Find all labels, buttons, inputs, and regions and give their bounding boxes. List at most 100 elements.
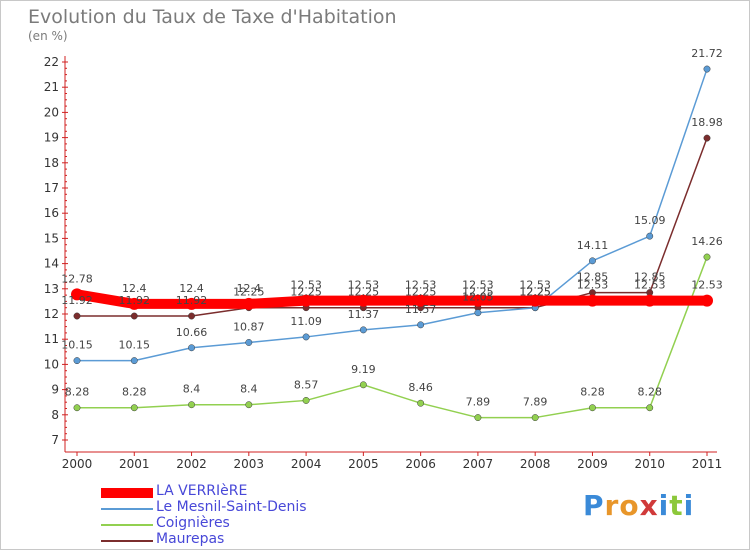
data-label-2: 8.57 bbox=[294, 378, 319, 391]
x-tick-label: 2007 bbox=[463, 457, 494, 471]
data-label-0: 12.4 bbox=[122, 282, 147, 295]
logo-letter: x bbox=[639, 489, 659, 522]
series-point-1 bbox=[73, 357, 81, 365]
series-point-0 bbox=[128, 297, 141, 310]
data-label-3: 12.25 bbox=[462, 286, 494, 299]
data-label-3: 18.98 bbox=[691, 116, 723, 129]
logo-letter: o bbox=[619, 489, 640, 522]
data-label-3: 11.92 bbox=[61, 294, 93, 307]
data-label-0: 12.53 bbox=[348, 279, 380, 292]
data-label-1: 10.15 bbox=[119, 339, 151, 352]
series-point-0 bbox=[242, 297, 255, 310]
logo-letter: i bbox=[683, 489, 695, 522]
y-tick-label: 14 bbox=[44, 257, 59, 271]
data-label-0: 12.78 bbox=[61, 272, 93, 285]
data-label-3: 11.92 bbox=[176, 294, 208, 307]
data-label-3: 12.25 bbox=[233, 286, 265, 299]
logo-letter: r bbox=[604, 489, 620, 522]
series-line-3 bbox=[76, 137, 708, 317]
legend-swatch bbox=[101, 488, 153, 498]
data-label-3: 12.85 bbox=[577, 271, 609, 284]
x-tick-label: 2003 bbox=[234, 457, 265, 471]
data-label-0: 12.53 bbox=[290, 279, 322, 292]
series-point-3 bbox=[188, 312, 195, 320]
y-tick-label: 17 bbox=[44, 181, 59, 195]
data-label-1: 10.15 bbox=[61, 339, 93, 352]
series-point-1 bbox=[646, 232, 654, 240]
data-label-2: 14.26 bbox=[691, 235, 723, 248]
data-label-3: 12.85 bbox=[634, 271, 666, 284]
data-label-1: 11.09 bbox=[290, 315, 322, 328]
series-point-1 bbox=[474, 309, 482, 317]
y-tick-label: 20 bbox=[44, 105, 59, 119]
y-tick-label: 13 bbox=[44, 282, 59, 296]
data-label-1: 12.25 bbox=[519, 286, 551, 299]
data-label-0: 12.53 bbox=[462, 279, 494, 292]
series-line-2 bbox=[76, 256, 708, 419]
data-label-2: 8.28 bbox=[65, 386, 90, 399]
y-tick-label: 18 bbox=[44, 156, 59, 170]
data-label-3: 12.25 bbox=[348, 286, 380, 299]
series-point-2 bbox=[531, 414, 539, 422]
data-label-0: 12.53 bbox=[519, 279, 551, 292]
x-tick-label: 2002 bbox=[176, 457, 207, 471]
data-label-0: 12.4 bbox=[179, 282, 204, 295]
data-label-2: 8.28 bbox=[122, 386, 147, 399]
y-tick-label: 19 bbox=[44, 131, 59, 145]
x-tick-label: 2000 bbox=[62, 457, 93, 471]
x-tick-label: 2011 bbox=[692, 457, 723, 471]
data-label-3: 12.25 bbox=[405, 286, 437, 299]
data-label-1: 10.87 bbox=[233, 320, 265, 333]
series-point-2 bbox=[245, 401, 253, 409]
legend-swatch bbox=[101, 524, 153, 526]
data-label-2: 7.89 bbox=[523, 396, 548, 409]
data-label-1: 12.05 bbox=[462, 291, 494, 304]
y-tick-label: 15 bbox=[44, 231, 59, 245]
x-tick-label: 2006 bbox=[405, 457, 436, 471]
legend-label: LA VERRIèRE bbox=[156, 483, 248, 499]
legend-label: Maurepas bbox=[156, 531, 225, 547]
y-tick-label: 22 bbox=[44, 55, 59, 69]
series-point-3 bbox=[703, 134, 711, 142]
legend-label: Coignières bbox=[156, 515, 230, 531]
series-point-3 bbox=[130, 312, 138, 320]
legend-label: Le Mesnil-Saint-Denis bbox=[156, 499, 307, 515]
series-point-0 bbox=[701, 294, 713, 307]
series-point-2 bbox=[130, 404, 138, 412]
series-point-2 bbox=[646, 404, 654, 412]
y-tick-label: 10 bbox=[44, 357, 59, 371]
chart-unit-label: (en %) bbox=[28, 29, 68, 43]
data-label-0: 12.53 bbox=[577, 279, 609, 292]
data-label-2: 8.28 bbox=[580, 386, 605, 399]
series-point-2 bbox=[474, 414, 482, 422]
y-tick-label: 16 bbox=[44, 206, 59, 220]
legend-swatch bbox=[101, 508, 153, 510]
data-label-2: 8.4 bbox=[183, 383, 201, 396]
data-label-3: 11.92 bbox=[119, 294, 151, 307]
data-label-1: 14.11 bbox=[577, 239, 609, 252]
series-point-0 bbox=[300, 294, 313, 307]
series-point-1 bbox=[359, 326, 367, 334]
data-label-2: 8.4 bbox=[240, 383, 258, 396]
data-label-3: 12.25 bbox=[290, 286, 322, 299]
x-tick-label: 2010 bbox=[634, 457, 665, 471]
data-label-0: 12.53 bbox=[405, 279, 437, 292]
x-tick-label: 2008 bbox=[520, 457, 551, 471]
y-tick-label: 7 bbox=[51, 433, 59, 447]
y-tick-label: 8 bbox=[51, 408, 59, 422]
data-label-2: 9.19 bbox=[351, 363, 376, 376]
x-tick-label: 2009 bbox=[577, 457, 608, 471]
series-point-2 bbox=[417, 399, 425, 407]
series-point-2 bbox=[188, 401, 195, 409]
y-tick-label: 11 bbox=[44, 332, 59, 346]
y-tick-label: 12 bbox=[44, 307, 59, 321]
x-tick-label: 2005 bbox=[348, 457, 379, 471]
series-point-1 bbox=[188, 344, 195, 352]
x-tick-label: 2001 bbox=[119, 457, 150, 471]
series-point-3 bbox=[73, 312, 81, 320]
series-point-0 bbox=[71, 288, 83, 301]
series-point-2 bbox=[703, 253, 711, 261]
series-point-2 bbox=[302, 396, 310, 404]
series-point-1 bbox=[417, 321, 425, 329]
